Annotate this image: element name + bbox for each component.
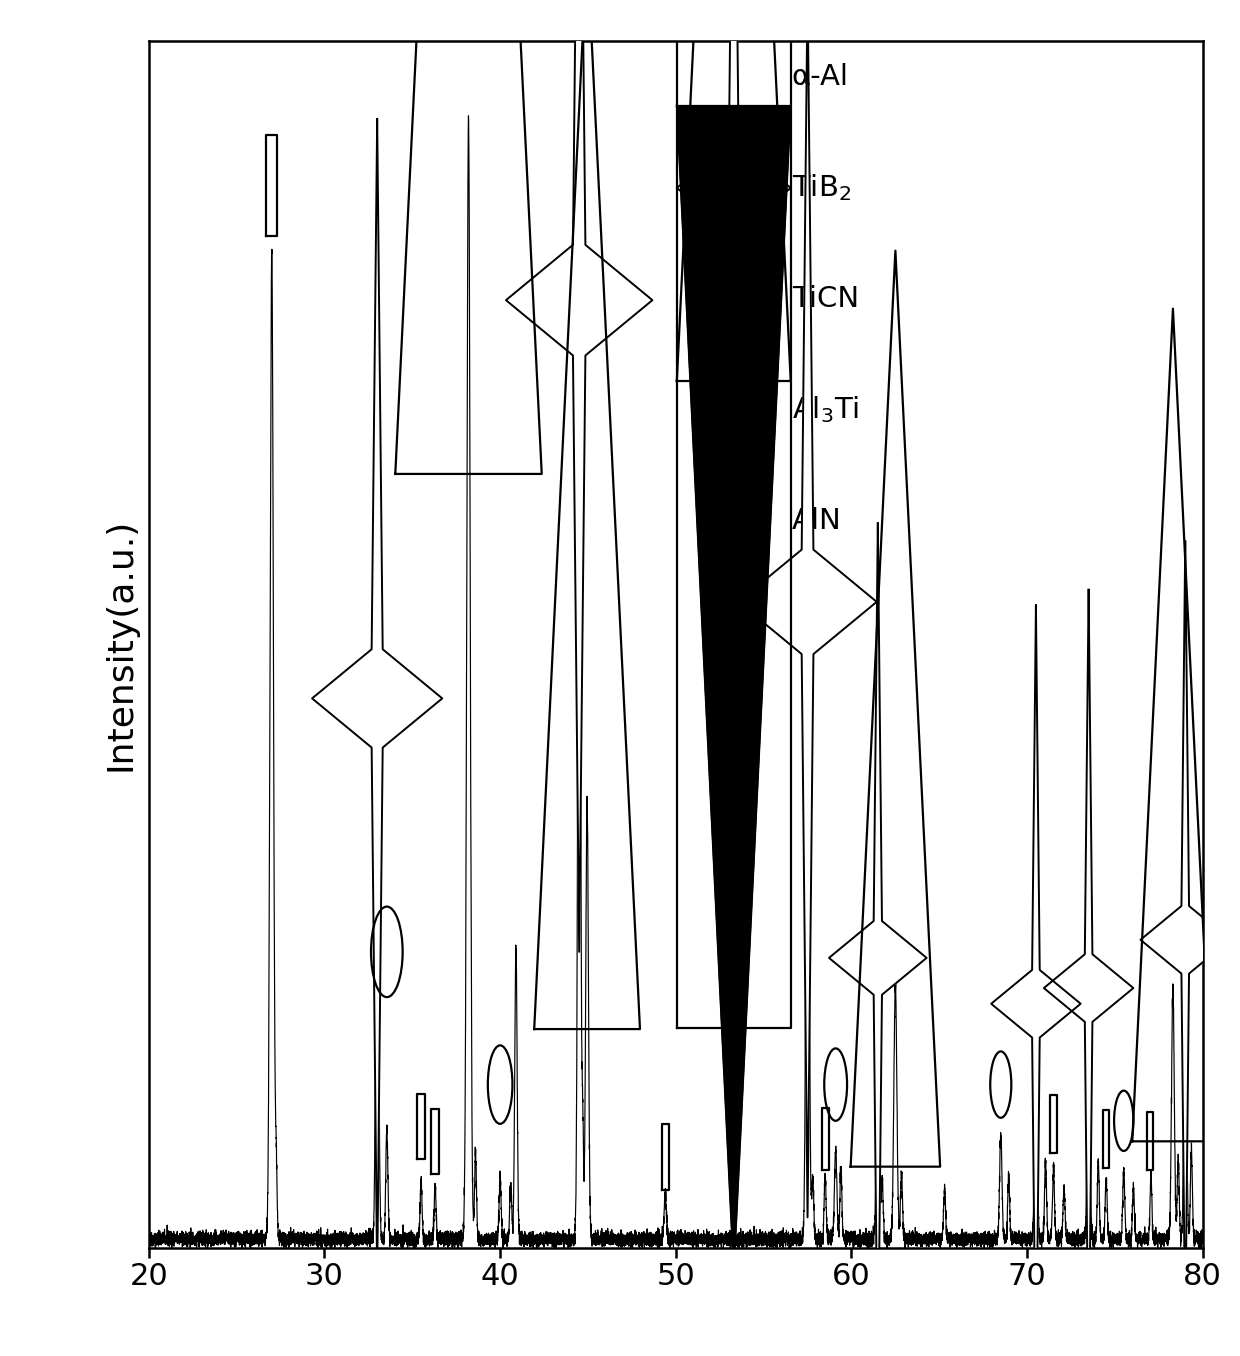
Polygon shape [830,523,926,1356]
Polygon shape [677,106,791,1272]
Polygon shape [677,0,791,694]
Text: Al$_3$Ti: Al$_3$Ti [792,395,859,426]
Polygon shape [1141,541,1230,1338]
Polygon shape [1044,590,1133,1356]
Polygon shape [738,0,877,1218]
Y-axis label: Intensity(a.u.): Intensity(a.u.) [104,518,138,770]
Text: α-Al: α-Al [792,62,848,91]
Text: TiCN: TiCN [792,285,859,313]
Polygon shape [991,606,1081,1356]
Polygon shape [312,119,443,1277]
Text: TiB$_2$: TiB$_2$ [792,172,851,203]
Text: AlN: AlN [792,507,842,536]
Polygon shape [506,0,652,952]
